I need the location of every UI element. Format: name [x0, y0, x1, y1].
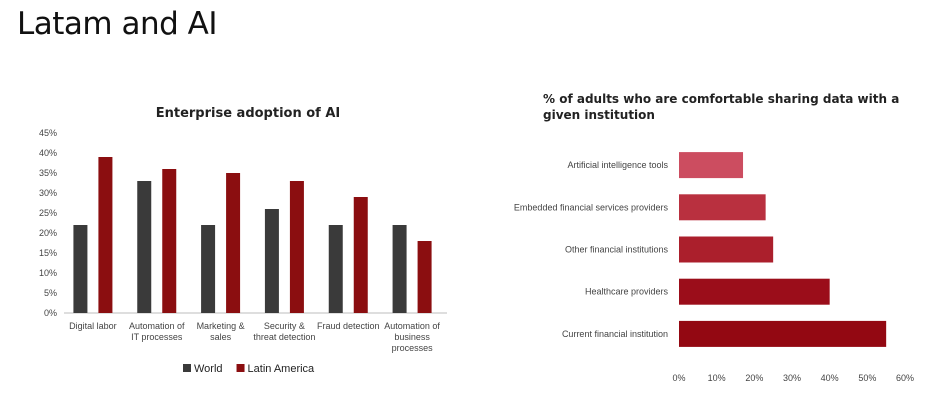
legend-swatch-latin-america	[236, 364, 245, 372]
y-category-label: Embedded financial services providers	[514, 202, 669, 212]
x-category-label: Digital labor	[69, 321, 117, 331]
x-category-label: Marketing &	[197, 321, 245, 331]
y-tick-label: 20%	[39, 228, 57, 238]
bar-world	[392, 225, 407, 313]
chart-title: Enterprise adoption of AI	[156, 106, 341, 121]
bar-latin-america	[289, 181, 304, 313]
y-tick-label: 40%	[39, 148, 57, 158]
bar-world	[73, 225, 88, 313]
bar-latin-america	[353, 197, 368, 313]
enterprise-adoption-chart: Enterprise adoption of AI 0% 5% 10% 15% 20% 25…	[39, 106, 447, 375]
y-category-label: Other financial institutions	[565, 245, 669, 255]
legend-label-latin-america: Latin America	[248, 363, 316, 375]
x-tick-label: 40%	[821, 373, 839, 383]
hbar	[679, 194, 766, 221]
y-tick-label: 10%	[39, 268, 57, 278]
slide-title: Latam and AI	[17, 6, 218, 42]
bar-world	[328, 225, 343, 313]
x-tick-label: 30%	[783, 373, 801, 383]
x-category-label: processes	[392, 343, 434, 353]
x-category-label: business	[394, 332, 430, 342]
bar-world	[264, 209, 279, 313]
bar-world	[201, 225, 216, 313]
y-tick-label: 30%	[39, 188, 57, 198]
y-tick-label: 35%	[39, 168, 57, 178]
bar-world	[137, 181, 152, 313]
bar-latin-america	[98, 157, 113, 313]
legend-label-world: World	[194, 363, 223, 375]
x-category-label: sales	[210, 332, 232, 342]
x-tick-label: 50%	[858, 373, 876, 383]
x-category-label: Fraud detection	[317, 321, 380, 331]
bar-latin-america	[226, 173, 241, 313]
hbar	[679, 278, 830, 305]
hbar	[679, 236, 774, 263]
x-category-label: Automation of	[384, 321, 440, 331]
chart-title: given institution	[543, 108, 655, 122]
x-category-label: IT processes	[131, 332, 183, 342]
x-tick-label: 10%	[708, 373, 726, 383]
y-tick-label: 5%	[44, 288, 57, 298]
hbar	[679, 152, 744, 179]
x-tick-label: 60%	[896, 373, 914, 383]
x-tick-label: 20%	[745, 373, 763, 383]
x-category-label: threat detection	[253, 332, 315, 342]
x-category-label: Automation of	[129, 321, 185, 331]
bar-latin-america	[162, 169, 177, 313]
y-tick-label: 25%	[39, 208, 57, 218]
x-tick-label: 0%	[672, 373, 685, 383]
y-category-label: Artificial intelligence tools	[567, 160, 668, 170]
legend-swatch-world	[183, 364, 191, 372]
y-tick-label: 0%	[44, 308, 57, 318]
chart-title: % of adults who are comfortable sharing …	[543, 92, 899, 106]
bar-latin-america	[417, 241, 432, 313]
y-tick-label: 15%	[39, 248, 57, 258]
y-category-label: Healthcare providers	[585, 287, 669, 297]
y-category-label: Current financial institution	[562, 329, 668, 339]
hbar	[679, 320, 887, 347]
x-category-label: Security &	[264, 321, 305, 331]
y-tick-label: 45%	[39, 128, 57, 138]
